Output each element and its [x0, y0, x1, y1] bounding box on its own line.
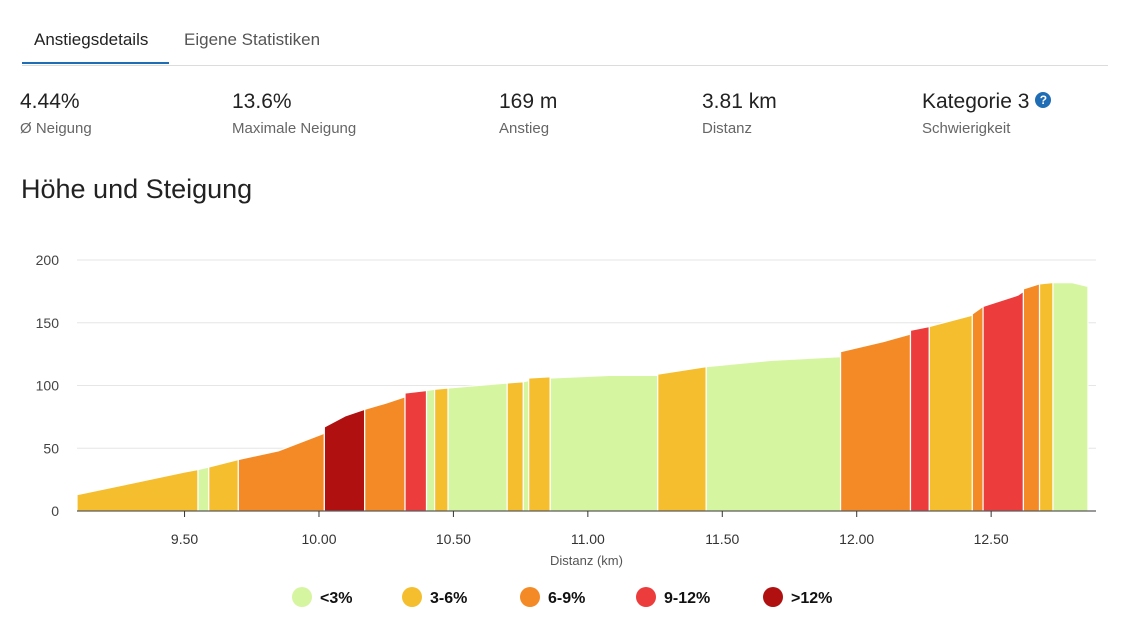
- stat-elevation-gain: 169 m Anstieg: [499, 90, 557, 137]
- stat-distance: 3.81 km Distanz: [702, 90, 777, 137]
- gradient-segment: [1038, 281, 1054, 512]
- legend-marker: [520, 587, 540, 607]
- stat-value: 13.6%: [232, 90, 292, 113]
- legend-marker: [292, 587, 312, 607]
- x-tick-label: 10.50: [436, 531, 471, 547]
- legend-label: 3-6%: [430, 590, 468, 607]
- gradient-segment: [522, 379, 530, 512]
- stat-value: 4.44%: [20, 90, 80, 113]
- question-circle-icon[interactable]: ?: [1035, 92, 1052, 109]
- gradient-segment: [928, 314, 973, 512]
- x-tick-label: 11.00: [571, 531, 605, 547]
- stat-value: Kategorie 3: [922, 90, 1030, 113]
- legend-label: <3%: [320, 590, 353, 607]
- x-tick-label: 10.00: [301, 531, 336, 547]
- tab-eigene-statistiken[interactable]: Eigene Statistiken: [184, 30, 321, 49]
- stat-difficulty: Kategorie 3? Schwierigkeit: [922, 90, 1052, 137]
- stat-max-gradient: 13.6% Maximale Neigung: [232, 90, 356, 137]
- gradient-segment: [971, 305, 984, 512]
- stat-label: Schwierigkeit: [922, 120, 1011, 137]
- gradient-segment: [237, 432, 325, 512]
- gradient-segment: [433, 387, 449, 512]
- y-tick-label: 50: [43, 440, 59, 456]
- legend-marker: [636, 587, 656, 607]
- stat-label: Anstieg: [499, 120, 550, 137]
- gradient-segment: [549, 374, 659, 512]
- x-axis-label: Distanz (km): [550, 553, 623, 568]
- gradient-segment: [404, 389, 428, 512]
- stat-label: Ø Neigung: [20, 120, 92, 137]
- y-tick-label: 0: [51, 503, 59, 519]
- gradient-segment: [1052, 281, 1089, 512]
- section-title: Höhe und Steigung: [21, 174, 253, 204]
- tab-bar: Anstiegsdetails Eigene Statistiken: [22, 0, 1108, 66]
- gradient-segment: [197, 466, 210, 512]
- gradient-segment: [528, 376, 551, 512]
- gradient-segment: [447, 382, 508, 512]
- x-tick-label: 12.00: [839, 531, 874, 547]
- stat-label: Distanz: [702, 120, 753, 137]
- legend-label: 6-9%: [548, 590, 586, 607]
- gradient-segment: [208, 458, 239, 512]
- stat-avg-gradient: 4.44% Ø Neigung: [20, 90, 92, 137]
- legend-marker: [763, 587, 783, 607]
- y-tick-label: 200: [36, 252, 60, 268]
- x-tick-label: 12.50: [974, 531, 1009, 547]
- stat-value: 169 m: [499, 90, 558, 113]
- gradient-segment: [705, 356, 842, 512]
- gradient-segment: [323, 408, 366, 512]
- legend-marker: [402, 587, 422, 607]
- stat-value: 3.81 km: [702, 90, 777, 113]
- gradient-segment: [839, 333, 912, 512]
- y-tick-label: 150: [36, 315, 60, 331]
- gradient-segment: [506, 381, 524, 512]
- y-tick-label: 100: [36, 378, 60, 394]
- tab-anstiegsdetails[interactable]: Anstiegsdetails: [34, 30, 149, 49]
- legend-label: 9-12%: [664, 590, 711, 607]
- gradient-segment: [657, 365, 707, 512]
- gradient-segment: [425, 388, 436, 512]
- x-tick-label: 9.50: [171, 531, 198, 547]
- gradient-segment: [982, 290, 1025, 512]
- x-tick-label: 11.50: [705, 531, 739, 547]
- gradient-segment: [909, 325, 930, 512]
- gradient-segment: [364, 395, 406, 512]
- gradient-segment: [1022, 283, 1041, 512]
- legend-label: >12%: [791, 590, 833, 607]
- gradient-segment: [76, 468, 199, 512]
- chart-legend: <3% 3-6% 6-9% 9-12% >12%: [0, 587, 1127, 611]
- stat-label: Maximale Neigung: [232, 120, 357, 137]
- active-tab-indicator: [22, 62, 169, 64]
